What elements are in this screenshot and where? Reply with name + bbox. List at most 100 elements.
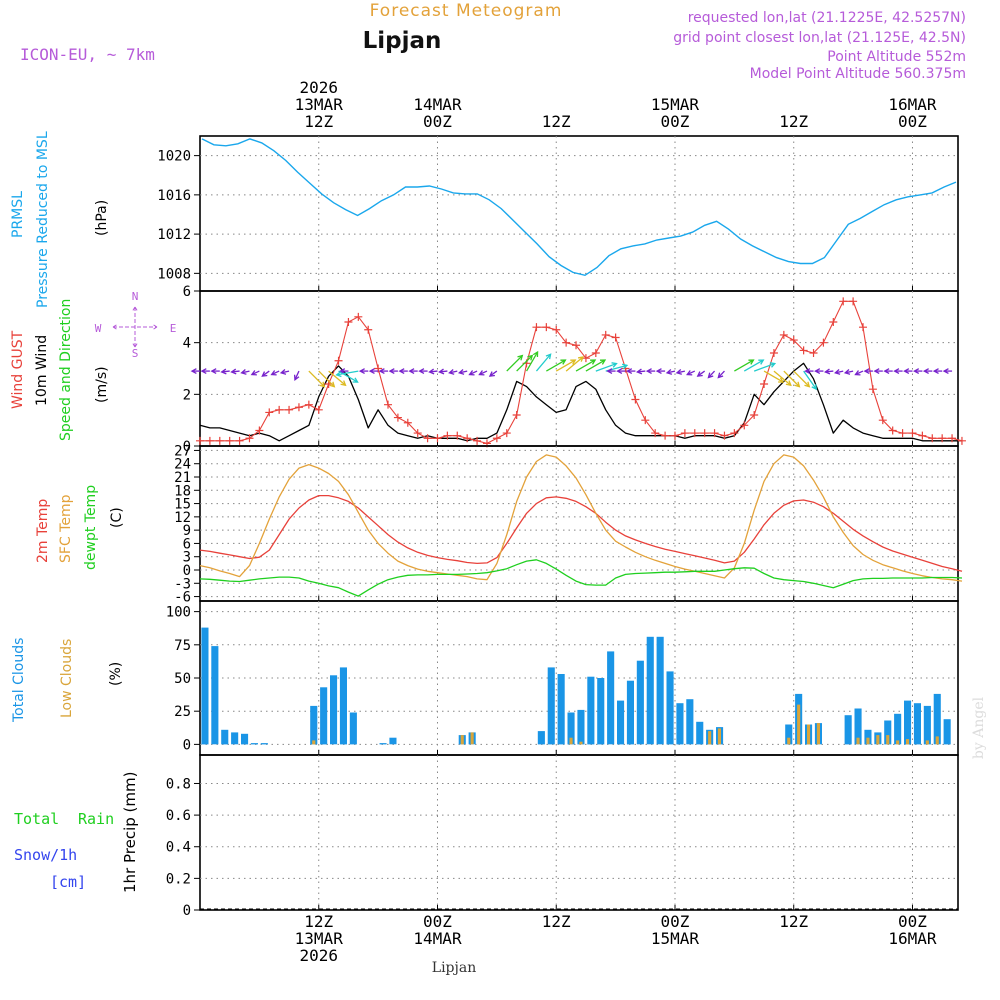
gust-marker [661, 431, 670, 440]
precip-panel: 0 0.2 0.4 0.6 0.8 [166, 754, 959, 919]
wind-arrow-shaft [489, 370, 498, 377]
total-cloud-bar [943, 719, 951, 745]
wind-arrow-shaft [516, 355, 533, 372]
wind-arrow-head [230, 368, 237, 375]
total-cloud-bar [686, 699, 694, 745]
top-time-label: 14MAR [413, 95, 462, 114]
total-cloud-bar [626, 680, 634, 745]
wind-arrow-shaft [336, 370, 359, 376]
wind-arrow-icon [616, 368, 626, 375]
wind-arrow-head [428, 368, 435, 375]
gust-marker [552, 325, 561, 334]
wind-arrow-head [532, 350, 539, 358]
wind-arrow-shaft [707, 370, 716, 378]
gust-marker [769, 349, 778, 357]
wind-arrow-shaft [294, 370, 300, 381]
wind-arrow-icon [408, 368, 418, 375]
wind-arrow-head [903, 368, 910, 375]
temperature-labels: 2m Temp SFC Temp dewpt Temp (C) [35, 485, 125, 570]
gust-marker [789, 336, 798, 345]
wind-arrow-head [560, 359, 567, 365]
wind-arrow-head [811, 384, 818, 391]
gust-marker [294, 403, 303, 412]
clouds-panel: 0 25 50 75 100 [166, 600, 959, 756]
low-cloud-bar [866, 737, 870, 745]
footer-location: Lipjan [432, 960, 476, 976]
wind-arrow-icon [932, 368, 943, 375]
wind-arrow-icon [565, 356, 585, 372]
total-cloud-bar [379, 743, 387, 745]
gust-marker [878, 416, 887, 425]
total-cloud-bar [656, 636, 664, 745]
sfc-temp-line [199, 454, 963, 582]
bottom-time-label: 13MAR [295, 929, 344, 948]
gust-marker [888, 426, 897, 435]
wind-arrow-icon [717, 370, 725, 379]
precip-unit: 1hr Precip (mm) [121, 772, 139, 893]
sfc-label: SFC Temp [58, 494, 74, 563]
gust-marker [611, 333, 620, 342]
low-cloud-bar [935, 736, 939, 745]
wind-arrow-head [707, 372, 714, 379]
wind-arrow-head [339, 368, 346, 375]
gust-marker [314, 405, 323, 414]
y-tick-label: 15 [174, 497, 191, 513]
low-cloud-bar [886, 735, 890, 745]
compass-rose-icon: N W E S [95, 290, 177, 360]
wind-arrow-shaft [308, 370, 325, 388]
wind-arrow-head [319, 381, 326, 388]
wind-arrow-icon [210, 368, 220, 375]
gust-marker [641, 416, 650, 425]
gust-marker [601, 330, 610, 339]
gust-marker [829, 318, 838, 326]
low-cloud-bar [896, 740, 900, 745]
wind-arrow-head [340, 380, 347, 387]
bottom-time-label: 2026 [299, 946, 338, 965]
top-time-label: 13MAR [295, 95, 344, 114]
y-tick-label: 9 [183, 523, 191, 539]
wind-arrow-icon [318, 370, 336, 388]
total-cloud-bar [567, 712, 575, 745]
gust-marker [591, 349, 600, 357]
top-time-label: 12Z [304, 112, 333, 131]
wind-arrow-icon [883, 368, 893, 375]
wind-arrow-icon [773, 370, 792, 387]
bottom-time-label: 14MAR [413, 929, 462, 948]
gust-marker [512, 411, 521, 419]
wind-arrow-icon [358, 368, 369, 375]
wind-arrow-head [261, 371, 268, 377]
wind-arrow-head [577, 356, 585, 362]
total-cloud-bar [231, 732, 239, 745]
low-cloud-bar [876, 735, 880, 745]
wind-arrow-icon [686, 370, 696, 376]
wind-arrow-icon [190, 368, 200, 375]
gust-marker [492, 434, 501, 443]
y-tick-label: 18 [174, 483, 191, 499]
wind-arrow-shaft [535, 353, 552, 372]
wind-arrow-icon [922, 368, 933, 375]
gust-marker [849, 297, 858, 306]
gust-marker [423, 434, 432, 443]
wind-arrow-icon [328, 370, 347, 387]
wind-arrow-shaft [585, 359, 606, 372]
wind-arrow-icon [261, 370, 270, 377]
wind-arrow-shaft [697, 370, 706, 377]
gust-marker [720, 431, 729, 440]
wind-arrow-icon [763, 370, 785, 383]
wind-arrow-icon [293, 370, 300, 381]
wind-arrow-head [590, 359, 597, 365]
wind-arrow-shaft [793, 370, 810, 388]
y-tick-label: 2 [183, 387, 191, 403]
wind-arrow-shaft [251, 370, 260, 376]
wind-arrow-icon [418, 368, 428, 375]
y-tick-label: 1012 [157, 227, 191, 243]
low-cloud-bar [787, 737, 791, 745]
wind-arrow-head [468, 370, 475, 376]
wind-arrow-icon [506, 354, 524, 372]
gust-marker [740, 421, 749, 430]
cloud-labels: Total Clouds Low Clouds (%) [11, 638, 124, 723]
low-cloud-bar [797, 704, 801, 745]
bottom-time-label: 00Z [898, 912, 927, 931]
gust-marker [433, 434, 442, 443]
